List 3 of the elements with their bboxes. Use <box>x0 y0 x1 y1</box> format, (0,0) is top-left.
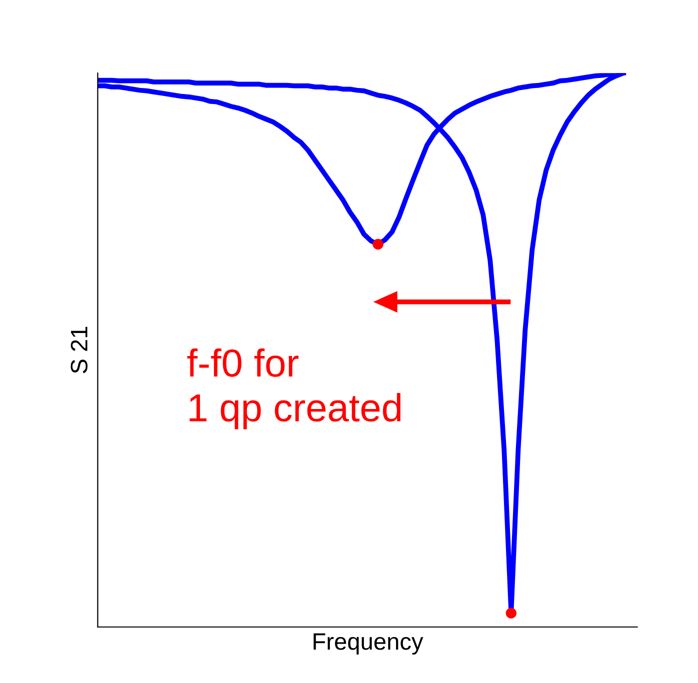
annotation: f-f0 for 1 qp created <box>187 348 400 430</box>
x-axis-title: Frequency <box>314 633 424 655</box>
y-axis-title: S 21 <box>70 326 88 374</box>
